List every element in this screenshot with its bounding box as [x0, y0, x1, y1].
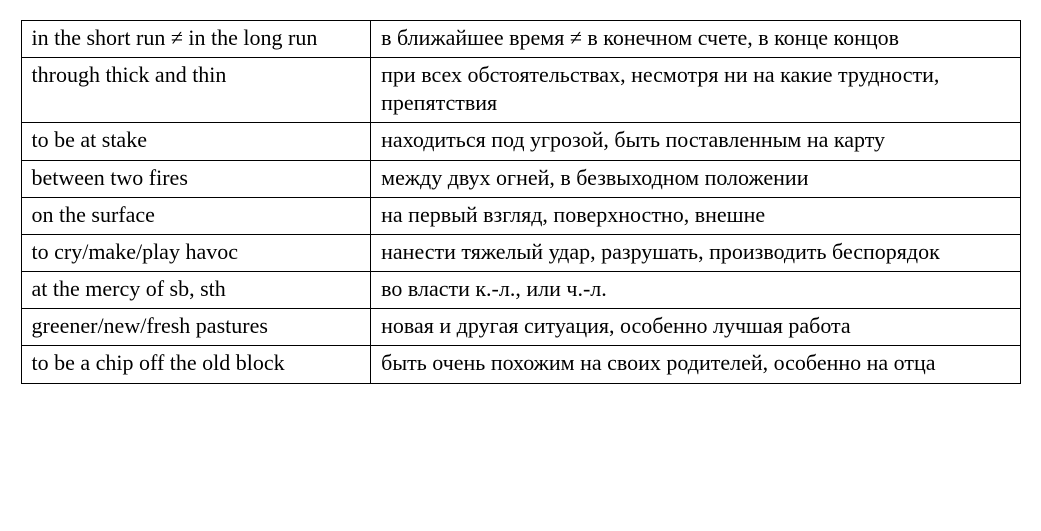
table-wrapper: in the short run ≠ in the long run в бли… — [21, 20, 1021, 384]
table-row: on the surface на первый взгляд, поверхн… — [21, 197, 1020, 234]
cell-ru: во власти к.-л., или ч.-л. — [371, 272, 1020, 309]
table-row: to cry/make/play havoc нанести тяжелый у… — [21, 234, 1020, 271]
phrase-table: in the short run ≠ in the long run в бли… — [21, 20, 1021, 384]
cell-en: on the surface — [21, 197, 371, 234]
cell-en: between two fires — [21, 160, 371, 197]
table-row: to be a chip off the old block быть очен… — [21, 346, 1020, 383]
cell-en: at the mercy of sb, sth — [21, 272, 371, 309]
cell-ru: находиться под угрозой, быть поставленны… — [371, 123, 1020, 160]
cell-en: to be a chip off the old block — [21, 346, 371, 383]
table-row: to be at stake находиться под угрозой, б… — [21, 123, 1020, 160]
cell-en: in the short run ≠ in the long run — [21, 21, 371, 58]
table-row: at the mercy of sb, sth во власти к.-л.,… — [21, 272, 1020, 309]
cell-en: greener/new/fresh pastures — [21, 309, 371, 346]
cell-en: through thick and thin — [21, 58, 371, 123]
cell-ru: быть очень похожим на своих родителей, о… — [371, 346, 1020, 383]
cell-ru: на первый взгляд, поверхностно, внешне — [371, 197, 1020, 234]
cell-ru: между двух огней, в безвыходном положени… — [371, 160, 1020, 197]
cell-en: to be at stake — [21, 123, 371, 160]
cell-en: to cry/make/play havoc — [21, 234, 371, 271]
table-row: through thick and thin при всех обстояте… — [21, 58, 1020, 123]
cell-ru: при всех обстоятельствах, несмотря ни на… — [371, 58, 1020, 123]
table-row: in the short run ≠ in the long run в бли… — [21, 21, 1020, 58]
cell-ru: новая и другая ситуация, особенно лучшая… — [371, 309, 1020, 346]
cell-ru: нанести тяжелый удар, разрушать, произво… — [371, 234, 1020, 271]
table-row: greener/new/fresh pastures новая и друга… — [21, 309, 1020, 346]
table-body: in the short run ≠ in the long run в бли… — [21, 21, 1020, 384]
cell-ru: в ближайшее время ≠ в конечном счете, в … — [371, 21, 1020, 58]
table-row: between two fires между двух огней, в бе… — [21, 160, 1020, 197]
